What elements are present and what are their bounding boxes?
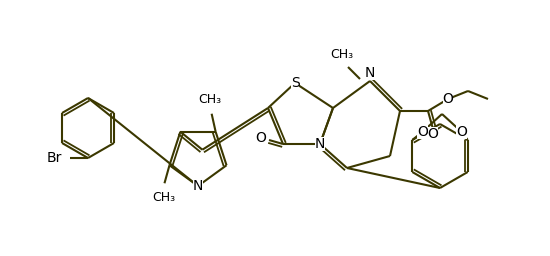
- Text: S: S: [290, 76, 299, 90]
- Text: CH₃: CH₃: [152, 191, 175, 204]
- Text: O: O: [456, 125, 467, 139]
- Text: N: N: [365, 66, 375, 80]
- Text: Br: Br: [47, 151, 62, 165]
- Text: CH₃: CH₃: [198, 93, 221, 106]
- Text: N: N: [193, 179, 203, 193]
- Text: O: O: [427, 127, 438, 141]
- Text: O: O: [417, 125, 428, 139]
- Text: O: O: [256, 131, 266, 145]
- Text: N: N: [315, 137, 325, 151]
- Text: CH₃: CH₃: [331, 48, 354, 61]
- Text: O: O: [443, 92, 453, 106]
